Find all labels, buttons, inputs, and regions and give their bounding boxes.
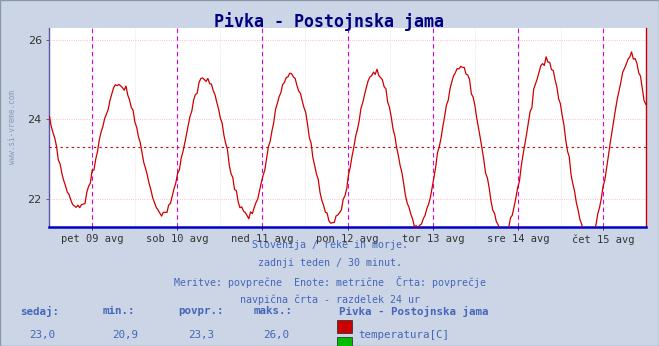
Text: min.:: min.:	[102, 306, 134, 316]
Text: 26,0: 26,0	[264, 330, 289, 340]
Text: navpična črta - razdelek 24 ur: navpična črta - razdelek 24 ur	[239, 294, 420, 305]
Text: www.si-vreme.com: www.si-vreme.com	[8, 90, 17, 164]
Text: 23,3: 23,3	[188, 330, 214, 340]
Text: povpr.:: povpr.:	[178, 306, 223, 316]
Text: maks.:: maks.:	[254, 306, 293, 316]
Text: temperatura[C]: temperatura[C]	[358, 330, 449, 340]
Text: 23,0: 23,0	[30, 330, 55, 340]
Text: zadnji teden / 30 minut.: zadnji teden / 30 minut.	[258, 258, 401, 268]
Text: Pivka - Postojnska jama: Pivka - Postojnska jama	[339, 306, 489, 317]
Text: Pivka - Postojnska jama: Pivka - Postojnska jama	[214, 12, 445, 31]
Text: sedaj:: sedaj:	[20, 306, 59, 317]
Text: Meritve: povprečne  Enote: metrične  Črta: povprečje: Meritve: povprečne Enote: metrične Črta:…	[173, 276, 486, 289]
Text: 20,9: 20,9	[112, 330, 138, 340]
Text: Slovenija / reke in morje.: Slovenija / reke in morje.	[252, 240, 407, 251]
